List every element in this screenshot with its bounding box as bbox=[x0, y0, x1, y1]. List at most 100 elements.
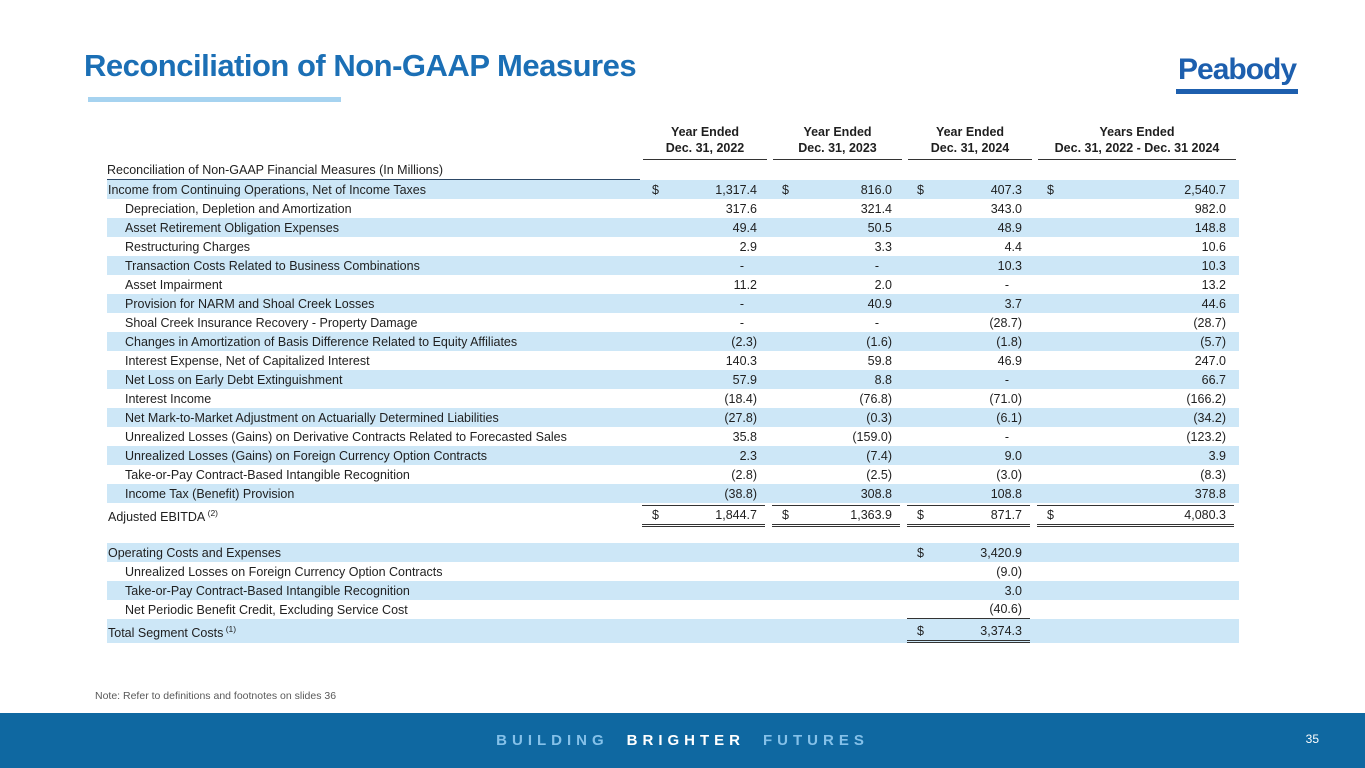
currency-symbol: $ bbox=[917, 508, 924, 522]
table-row: Income from Continuing Operations, Net o… bbox=[107, 180, 1239, 199]
row-label: Unrealized Losses on Foreign Currency Op… bbox=[125, 564, 443, 579]
value: (8.3) bbox=[1200, 467, 1226, 482]
value-cell: $1,844.7 bbox=[640, 505, 770, 527]
value: (18.4) bbox=[724, 391, 757, 406]
value: 321.4 bbox=[860, 201, 892, 216]
value: 11.2 bbox=[733, 277, 757, 292]
row-label: Shoal Creek Insurance Recovery - Propert… bbox=[125, 315, 418, 330]
table-row: Net Loss on Early Debt Extinguishment 57.… bbox=[107, 370, 1239, 389]
footnote: Note: Refer to definitions and footnotes… bbox=[95, 690, 337, 702]
value-cell bbox=[1035, 600, 1239, 619]
value-cell: (2.8) bbox=[640, 465, 770, 484]
value: 3.7 bbox=[1004, 296, 1022, 311]
non-gaap-reconciliation-table: Year Ended Dec. 31, 2022 Year Ended Dec.… bbox=[107, 120, 1239, 643]
value-cell: (76.8) bbox=[770, 389, 905, 408]
table-row: Take-or-Pay Contract-Based Intangible Re… bbox=[107, 465, 1239, 484]
value: 317.6 bbox=[725, 201, 757, 216]
currency-symbol: $ bbox=[917, 545, 924, 560]
value-cell: 321.4 bbox=[770, 199, 905, 218]
row-label: Adjusted EBITDA (2) bbox=[108, 507, 219, 525]
page-title: Reconciliation of Non-GAAP Measures bbox=[84, 48, 637, 83]
ebitda-reconciliation-rows: Income from Continuing Operations, Net o… bbox=[107, 180, 1239, 527]
table-row: Asset Retirement Obligation Expenses 49.4… bbox=[107, 218, 1239, 237]
value-cell: (27.8) bbox=[640, 408, 770, 427]
value: 46.9 bbox=[997, 353, 1022, 368]
value-cell: (6.1) bbox=[905, 408, 1035, 427]
tagline-word-futures: FUTURES bbox=[763, 732, 869, 749]
row-label: Interest Income bbox=[125, 391, 212, 406]
header-line1: Years Ended bbox=[1099, 125, 1175, 139]
currency-symbol: $ bbox=[1047, 508, 1054, 522]
value: 3.9 bbox=[1208, 448, 1226, 463]
row-label: Total Segment Costs (1) bbox=[108, 623, 237, 641]
value: (123.2) bbox=[1186, 429, 1226, 444]
value-cell: $871.7 bbox=[905, 505, 1035, 527]
value-cell bbox=[770, 600, 905, 619]
value: - bbox=[739, 296, 744, 311]
value-cell: 9.0 bbox=[905, 446, 1035, 465]
value: 50.5 bbox=[867, 220, 892, 235]
value-cell bbox=[640, 581, 770, 600]
value-cell: (28.7) bbox=[905, 313, 1035, 332]
value: (2.8) bbox=[731, 467, 757, 482]
value: 816.0 bbox=[860, 182, 892, 197]
table-row: Unrealized Losses on Foreign Currency Op… bbox=[107, 562, 1239, 581]
currency-symbol: $ bbox=[652, 508, 659, 522]
currency-symbol: $ bbox=[917, 623, 924, 638]
value-cell bbox=[1035, 562, 1239, 581]
peabody-logo: Peabody bbox=[1176, 53, 1299, 94]
currency-symbol: $ bbox=[1047, 182, 1054, 197]
value-cell: 4.4 bbox=[905, 237, 1035, 256]
value-cell: (34.2) bbox=[1035, 408, 1239, 427]
value-cell: - bbox=[905, 427, 1035, 446]
footer-tagline: BUILDING BRIGHTER FUTURES bbox=[487, 732, 878, 749]
row-label: Net Periodic Benefit Credit, Excluding S… bbox=[125, 602, 408, 617]
value: (28.7) bbox=[989, 315, 1022, 330]
value: - bbox=[1004, 277, 1009, 292]
currency-symbol: $ bbox=[782, 182, 789, 197]
value-cell: 247.0 bbox=[1035, 351, 1239, 370]
value-cell: (3.0) bbox=[905, 465, 1035, 484]
value: 308.8 bbox=[860, 486, 892, 501]
value-cell: $1,363.9 bbox=[770, 505, 905, 527]
value-cell: 10.6 bbox=[1035, 237, 1239, 256]
value: (3.0) bbox=[996, 467, 1022, 482]
value-cell: - bbox=[770, 256, 905, 275]
value: 2,540.7 bbox=[1184, 182, 1226, 197]
value-cell: $2,540.7 bbox=[1035, 180, 1239, 199]
value: (40.6) bbox=[989, 602, 1022, 616]
row-label: Transaction Costs Related to Business Co… bbox=[125, 258, 420, 273]
value-cell: - bbox=[640, 313, 770, 332]
value: 4.4 bbox=[1004, 239, 1022, 254]
value: (9.0) bbox=[996, 564, 1022, 579]
value-cell: 46.9 bbox=[905, 351, 1035, 370]
table-row: Shoal Creek Insurance Recovery - Propert… bbox=[107, 313, 1239, 332]
value-cell: - bbox=[640, 294, 770, 313]
row-label: Take-or-Pay Contract-Based Intangible Re… bbox=[125, 467, 410, 482]
page-number: 35 bbox=[1305, 732, 1319, 746]
table-row: Unrealized Losses (Gains) on Foreign Cur… bbox=[107, 446, 1239, 465]
value-cell bbox=[770, 562, 905, 581]
value-cell: (8.3) bbox=[1035, 465, 1239, 484]
value-cell: (38.8) bbox=[640, 484, 770, 503]
segment-costs-rows: Operating Costs and Expenses $3,420.9 Unre… bbox=[107, 543, 1239, 643]
value-cell: (1.8) bbox=[905, 332, 1035, 351]
table-header-row: Year Ended Dec. 31, 2022 Year Ended Dec.… bbox=[107, 120, 1239, 160]
value: 66.7 bbox=[1201, 372, 1226, 387]
value: 3.3 bbox=[874, 239, 892, 254]
value: (159.0) bbox=[852, 429, 892, 444]
value-cell: 10.3 bbox=[1035, 256, 1239, 275]
value-cell: (123.2) bbox=[1035, 427, 1239, 446]
value: 982.0 bbox=[1194, 201, 1226, 216]
header-line2: Dec. 31, 2022 bbox=[665, 141, 745, 155]
value: (166.2) bbox=[1186, 391, 1226, 406]
row-label: Changes in Amortization of Basis Differe… bbox=[125, 334, 518, 349]
value: 1,363.9 bbox=[850, 508, 892, 522]
currency-symbol: $ bbox=[652, 182, 659, 197]
tagline-word-building: BUILDING bbox=[496, 732, 609, 749]
value: 3.0 bbox=[1004, 583, 1022, 598]
value-cell: (40.6) bbox=[905, 600, 1035, 619]
value-cell: 49.4 bbox=[640, 218, 770, 237]
value-cell: 11.2 bbox=[640, 275, 770, 294]
table-row: Take-or-Pay Contract-Based Intangible Re… bbox=[107, 581, 1239, 600]
